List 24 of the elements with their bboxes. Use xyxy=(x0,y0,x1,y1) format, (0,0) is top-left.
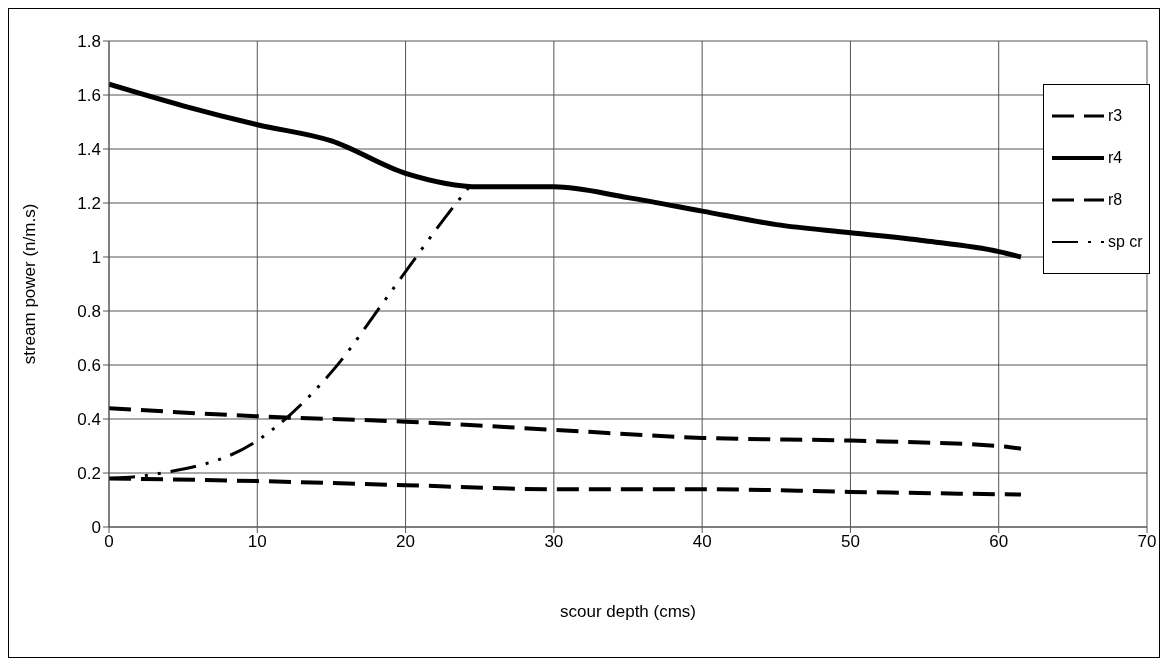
y-tick-label: 0 xyxy=(91,518,101,538)
x-tick-label: 10 xyxy=(247,532,267,552)
x-tick-label: 20 xyxy=(396,532,416,552)
y-tick-label: 0.6 xyxy=(77,356,101,376)
y-tick-label: 0.8 xyxy=(77,302,101,322)
y-tick-label: 1 xyxy=(91,248,101,268)
x-tick-label: 40 xyxy=(692,532,712,552)
y-tick-label: 1.8 xyxy=(77,32,101,52)
legend-label: r4 xyxy=(1108,149,1123,167)
x-tick-label: 0 xyxy=(104,532,114,552)
y-tick-label: 1.4 xyxy=(77,140,101,160)
x-tick-label: 60 xyxy=(989,532,1009,552)
x-tick-label: 70 xyxy=(1137,532,1157,552)
y-tick-label: 1.6 xyxy=(77,86,101,106)
legend-label: sp cr xyxy=(1108,233,1143,251)
x-tick-label: 30 xyxy=(544,532,564,552)
legend-label: r8 xyxy=(1108,191,1123,209)
y-tick-label: 0.4 xyxy=(77,410,101,430)
y-axis-title: stream power (n/m.s) xyxy=(20,203,40,365)
y-tick-label: 0.2 xyxy=(77,464,101,484)
legend-label: r3 xyxy=(1108,107,1123,125)
x-axis-title: scour depth (cms) xyxy=(559,602,697,621)
x-tick-label: 50 xyxy=(840,532,860,552)
y-tick-label: 1.2 xyxy=(77,194,101,214)
